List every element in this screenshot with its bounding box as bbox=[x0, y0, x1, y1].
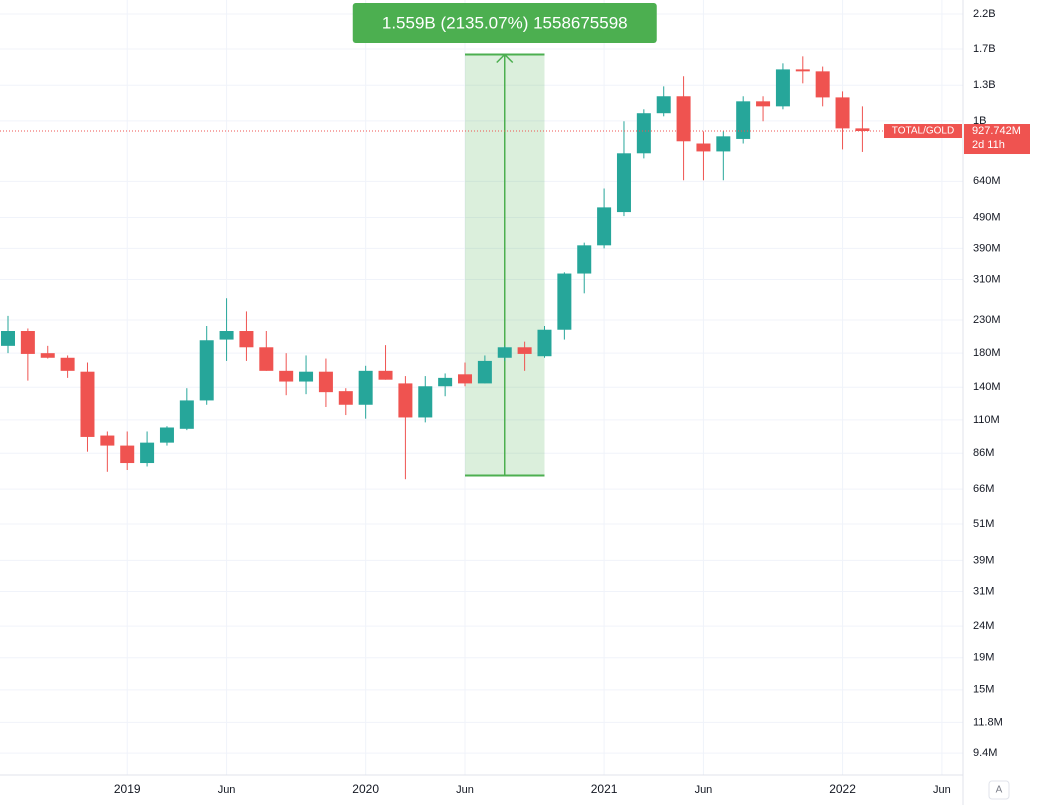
candle-body bbox=[60, 357, 75, 371]
candle-body bbox=[299, 371, 314, 382]
candle-body bbox=[597, 207, 612, 246]
y-tick-label: 15M bbox=[973, 684, 994, 696]
candle-body bbox=[815, 71, 830, 98]
candle-body bbox=[1, 331, 15, 346]
candle-body bbox=[199, 340, 214, 401]
candle-body bbox=[497, 347, 512, 358]
candle-body bbox=[577, 245, 592, 274]
candle-body bbox=[517, 347, 532, 354]
candle-body bbox=[219, 331, 234, 340]
candle-body bbox=[736, 101, 751, 139]
candle-body bbox=[159, 427, 174, 443]
candle-body bbox=[338, 391, 353, 405]
candle-body bbox=[40, 353, 55, 358]
candle-body bbox=[378, 370, 393, 380]
price-tag bbox=[964, 124, 1030, 155]
scale-button[interactable] bbox=[988, 780, 1010, 800]
candle-body bbox=[716, 136, 731, 152]
candle-body bbox=[696, 143, 711, 152]
candle-body bbox=[795, 69, 810, 72]
candle-body bbox=[855, 128, 870, 132]
y-tick-label: 310M bbox=[973, 273, 1001, 285]
candle-body bbox=[676, 96, 691, 142]
x-tick-label: Jun bbox=[218, 784, 236, 796]
x-tick-label: 2020 bbox=[352, 782, 379, 796]
x-tick-label: 2022 bbox=[829, 782, 856, 796]
candle-body bbox=[756, 101, 771, 107]
y-tick-label: 2.2B bbox=[973, 8, 996, 20]
candle-body bbox=[477, 360, 492, 384]
symbol-tag bbox=[884, 124, 962, 139]
y-tick-label: 490M bbox=[973, 211, 1001, 223]
y-tick-label: 39M bbox=[973, 554, 994, 566]
candle-body bbox=[318, 371, 333, 393]
x-tick-label: Jun bbox=[695, 784, 713, 796]
scale-button-label[interactable]: A bbox=[996, 785, 1003, 796]
candle-body bbox=[179, 400, 194, 429]
candle-body bbox=[239, 331, 254, 348]
candle-body bbox=[835, 97, 850, 129]
measure-arrowhead bbox=[496, 53, 514, 64]
candle-body bbox=[775, 69, 790, 107]
y-tick-label: 19M bbox=[973, 652, 994, 664]
y-tick-label: 66M bbox=[973, 483, 994, 495]
candle-body bbox=[80, 371, 95, 437]
y-tick-label: 9.4M bbox=[973, 747, 997, 759]
candle-body bbox=[656, 96, 671, 114]
candle-body bbox=[259, 347, 274, 371]
y-tick-label: 390M bbox=[973, 242, 1001, 254]
candle-body bbox=[398, 383, 413, 418]
symbol-label: TOTAL/GOLD bbox=[892, 126, 954, 137]
y-tick-label: 24M bbox=[973, 620, 994, 632]
y-tick-label: 86M bbox=[973, 447, 994, 459]
y-tick-label: 1B bbox=[973, 115, 986, 127]
candle-body bbox=[438, 377, 453, 387]
y-tick-label: 1.7B bbox=[973, 43, 996, 55]
y-tick-label: 230M bbox=[973, 314, 1001, 326]
y-tick-label: 11.8M bbox=[973, 716, 1003, 728]
y-tick-label: 140M bbox=[973, 381, 1001, 393]
candle-body bbox=[458, 374, 473, 384]
y-tick-label: 31M bbox=[973, 585, 994, 597]
y-tick-label: 51M bbox=[973, 518, 994, 530]
y-tick-label: 640M bbox=[973, 175, 1001, 187]
candle-body bbox=[418, 386, 433, 418]
y-tick-label: 110M bbox=[973, 414, 1000, 426]
candle-body bbox=[616, 153, 631, 213]
candle-body bbox=[100, 435, 115, 446]
candle-body bbox=[537, 329, 552, 357]
candle-body bbox=[140, 442, 155, 464]
candle-body bbox=[636, 113, 651, 154]
candle-body bbox=[279, 370, 294, 382]
countdown-label: 2d 11h bbox=[972, 139, 1005, 151]
candle-body bbox=[20, 331, 35, 354]
x-tick-label: 2021 bbox=[591, 782, 618, 796]
candle-body bbox=[120, 445, 135, 464]
x-tick-label: Jun bbox=[456, 784, 474, 796]
x-tick-label: Jun bbox=[933, 784, 951, 796]
y-tick-label: 180M bbox=[973, 347, 1001, 359]
x-tick-label: 2019 bbox=[114, 782, 141, 796]
candle-body bbox=[358, 370, 373, 405]
candle-body bbox=[557, 273, 572, 330]
measure-label-box bbox=[352, 3, 657, 43]
measure-label: 1.559B (2135.07%) 1558675598 bbox=[382, 13, 628, 32]
x-axis-bg bbox=[0, 775, 1037, 805]
price-label: 927.742M bbox=[972, 125, 1021, 137]
y-tick-label: 1.3B bbox=[973, 79, 996, 91]
